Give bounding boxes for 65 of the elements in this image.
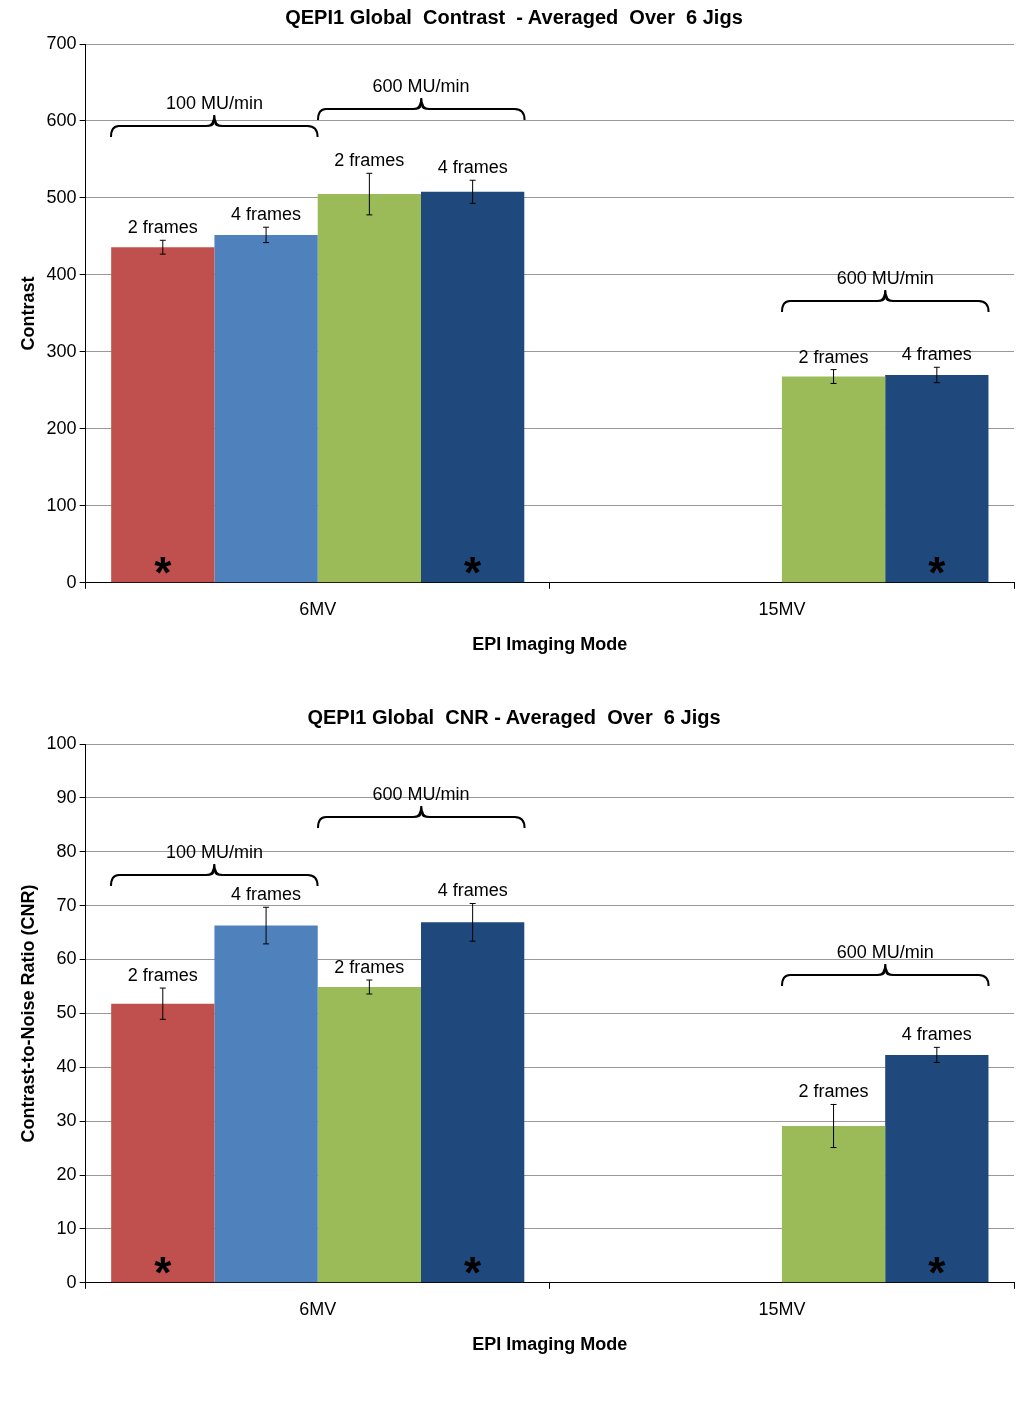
y-tick-label: 100: [46, 732, 77, 753]
series-label: 2 frames: [798, 346, 869, 367]
y-tick-label: 40: [56, 1056, 77, 1077]
x-tick-label: 6MV: [299, 598, 337, 619]
y-tick-label: 90: [56, 786, 77, 807]
text: 4 frames: [437, 157, 508, 178]
x-tick-label: 15MV: [758, 1298, 806, 1319]
y-tick-label: 10: [56, 1217, 77, 1238]
series-label: 2 frames: [127, 965, 198, 986]
series-label: 4 frames: [901, 344, 972, 365]
annotation: *: [154, 1247, 172, 1297]
annotation: 100 MU/min: [165, 93, 263, 114]
series-label: 4 frames: [231, 884, 302, 905]
series-label: 2 frames: [127, 217, 198, 238]
x-axis-title: EPI Imaging Mode: [472, 634, 628, 655]
x-tick-label: 15MV: [758, 598, 806, 619]
annotation: 100 MU/min: [165, 842, 263, 863]
annotation: 600 MU/min: [836, 942, 934, 963]
y-tick-label: 400: [46, 263, 77, 284]
bar: [781, 1126, 886, 1283]
annotation: 600 MU/min: [372, 76, 470, 97]
annotation: *: [928, 547, 946, 597]
y-axis-title: Contrast: [17, 276, 38, 351]
bar: [317, 194, 422, 583]
bar: [885, 374, 989, 583]
y-tick-label: 0: [66, 571, 77, 592]
x-tick-label: 6MV: [299, 1298, 337, 1319]
series-label: 4 frames: [231, 204, 302, 225]
bar: [214, 925, 318, 1283]
y-tick-label: 200: [46, 417, 77, 438]
y-tick-label: 60: [56, 948, 77, 969]
y-tick-label: 80: [56, 840, 77, 861]
text: 2 frames: [798, 1081, 869, 1102]
x-axis-title: EPI Imaging Mode: [472, 1334, 628, 1355]
bar: [885, 1054, 989, 1283]
y-tick-label: 100: [46, 494, 77, 515]
y-tick-label: 70: [56, 894, 77, 915]
annotation: *: [464, 547, 482, 597]
y-tick-label: 300: [46, 340, 77, 361]
bar: [214, 234, 318, 583]
bar: [421, 191, 525, 583]
bar: [111, 247, 215, 583]
y-tick-label: 30: [56, 1110, 77, 1131]
annotation: 600 MU/min: [836, 268, 934, 289]
text: 4 frames: [437, 880, 508, 901]
annotation: *: [928, 1247, 946, 1297]
bar: [781, 376, 886, 583]
bar: [421, 922, 525, 1283]
annotation: *: [464, 1247, 482, 1297]
y-tick-label: 0: [66, 1271, 77, 1292]
y-tick-label: 50: [56, 1002, 77, 1023]
series-label: 2 frames: [334, 956, 405, 977]
text: 2 frames: [334, 150, 405, 171]
bar: [317, 987, 422, 1283]
y-axis-title: Contrast-to-Noise Ratio (CNR): [17, 884, 38, 1143]
annotation: *: [154, 547, 172, 597]
y-tick-label: 500: [46, 186, 77, 207]
annotation: 600 MU/min: [372, 784, 470, 805]
bar: [111, 1003, 215, 1283]
chart-title: QEPI1 Global CNR - Averaged Over 6 Jigs: [307, 705, 721, 728]
y-tick-label: 20: [56, 1164, 77, 1185]
y-tick-label: 700: [46, 32, 77, 53]
chart-title: QEPI1 Global Contrast - Averaged Over 6 Jigs: [285, 5, 743, 28]
series-label: 4 frames: [901, 1024, 972, 1045]
y-tick-label: 600: [46, 109, 77, 130]
